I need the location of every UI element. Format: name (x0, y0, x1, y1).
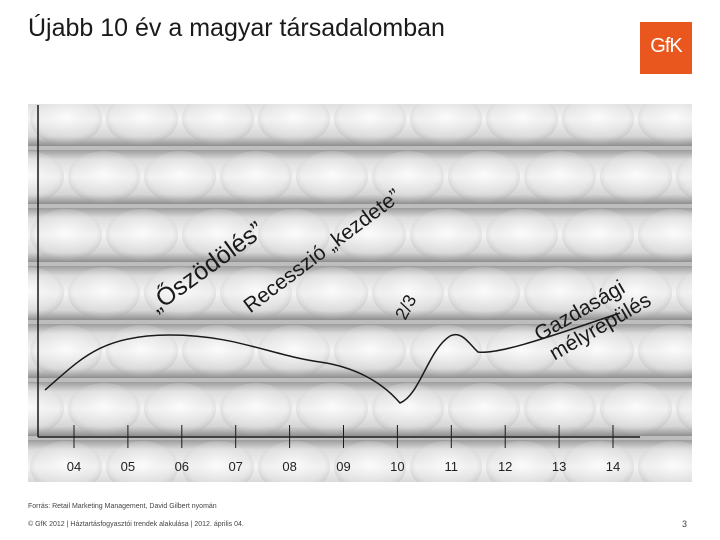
tick-label: 09 (336, 459, 351, 474)
background-photo (28, 104, 692, 482)
tick-label: 08 (282, 459, 297, 474)
tick-label: 04 (66, 459, 82, 474)
corn-kernels-image (28, 104, 692, 482)
gfk-logo: GfK (640, 22, 692, 74)
tick-label: 12 (497, 459, 513, 474)
page-number: 3 (682, 519, 688, 529)
tick-label: 07 (228, 459, 243, 474)
slide-title: Újabb 10 év a magyar társadalomban (28, 14, 445, 42)
tick-label: 06 (174, 459, 190, 474)
footer-text: © GfK 2012 | Háztartásfogyasztói trendek… (28, 521, 244, 528)
tick-label: 10 (390, 459, 405, 474)
tick-label: 13 (551, 459, 567, 474)
source-note: Forrás: Retail Marketing Management, Dav… (28, 503, 217, 510)
tick-label: 05 (120, 459, 136, 474)
tick-label: 11 (444, 459, 459, 474)
gfk-logo-text: GfK (650, 35, 682, 57)
trend-curve (44, 312, 621, 404)
tick-label: 14 (605, 459, 621, 474)
